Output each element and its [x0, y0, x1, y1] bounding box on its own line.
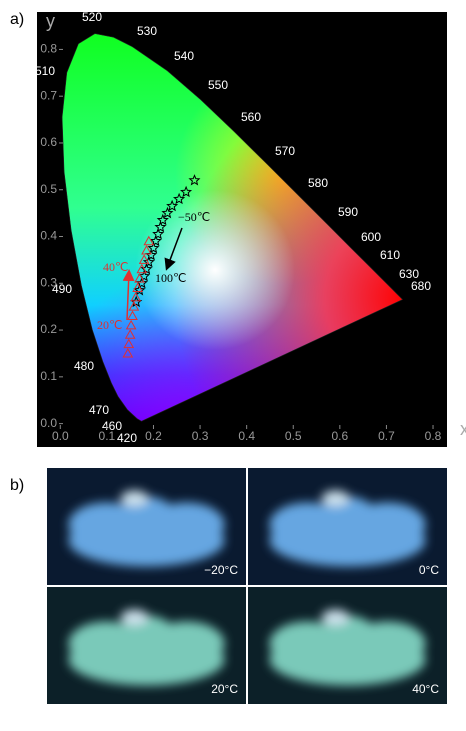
x-tick-label: 0.5 [285, 429, 302, 443]
photo-label: 40°C [412, 682, 439, 696]
x-tick-label: 0.6 [331, 429, 348, 443]
y-tick-label: 0.4 [40, 229, 57, 243]
y-tick-label: 0.3 [40, 275, 57, 289]
x-tick-label: 0.8 [425, 429, 442, 443]
wavelength-label: 600 [361, 230, 381, 244]
x-tick-label: 0.1 [99, 429, 116, 443]
wavelength-label: 530 [137, 24, 157, 38]
y-axis-label: y [46, 11, 55, 31]
x-tick-label: 0.2 [145, 429, 162, 443]
petal [322, 491, 350, 507]
x-tick-label: 0.3 [192, 429, 209, 443]
x-axis-label: x [460, 419, 466, 439]
y-tick-label: 0.6 [40, 135, 57, 149]
wavelength-label: 510 [35, 64, 55, 78]
y-tick-label: 0.1 [40, 369, 57, 383]
y-tick-label: 0.8 [40, 42, 57, 56]
photo-label: −20°C [204, 563, 238, 577]
wavelength-label: 540 [174, 49, 194, 63]
panel-label: b) [10, 477, 24, 494]
wavelength-label: 550 [208, 78, 228, 92]
x-tick-label: 0.4 [238, 429, 255, 443]
panel-label: a) [10, 11, 24, 28]
x-tick-label: 0.7 [378, 429, 395, 443]
wavelength-label: 560 [241, 110, 261, 124]
petal [121, 610, 149, 626]
petal [322, 610, 350, 626]
annotation: −50℃ [178, 210, 210, 224]
y-tick-label: 0.5 [40, 182, 57, 196]
wavelength-label: 580 [308, 176, 328, 190]
y-tick-label: 0.7 [40, 88, 57, 102]
annotation: 100℃ [155, 271, 186, 285]
photo-panel: −20°C 0°C 20°C 40°C [47, 468, 447, 704]
wavelength-label: 420 [117, 431, 137, 445]
wavelength-label: 520 [82, 10, 102, 24]
wavelength-label: 480 [74, 359, 94, 373]
y-tick-label: 0.0 [40, 416, 57, 430]
annotation: 40℃ [103, 260, 128, 274]
petal [121, 491, 149, 507]
wavelength-label: 570 [275, 144, 295, 158]
annotation: 20℃ [97, 318, 122, 332]
figure: −20°C 0°C 20°C 40°C a) b) y x 520 530 540 550 5… [0, 0, 466, 731]
wavelength-label: 610 [380, 248, 400, 262]
wavelength-label: 590 [338, 205, 358, 219]
wavelength-label: 470 [89, 403, 109, 417]
photo-label: 20°C [211, 682, 238, 696]
wavelength-label: 680 [411, 279, 431, 293]
photo-label: 0°C [419, 563, 439, 577]
x-tick-label: 0.0 [52, 429, 69, 443]
y-tick-label: 0.2 [40, 322, 57, 336]
